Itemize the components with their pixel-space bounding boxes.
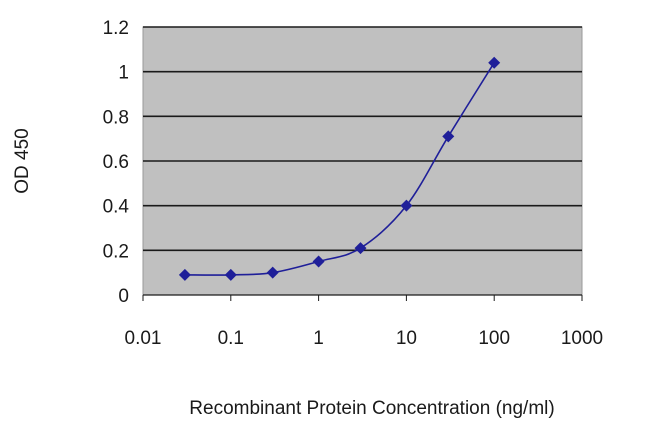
y-tick-label: 0.6 bbox=[103, 152, 129, 173]
data-point-marker bbox=[442, 130, 455, 143]
series-markers bbox=[178, 56, 501, 281]
x-tick-label: 1 bbox=[313, 328, 324, 349]
x-axis-ticks: 0.01 0.1 1 10 100 1000 bbox=[125, 295, 603, 349]
y-tick-label: 1.2 bbox=[103, 18, 129, 39]
x-tick-label: 0.1 bbox=[218, 328, 244, 349]
data-point-marker bbox=[488, 56, 501, 69]
y-tick-label: 1 bbox=[118, 63, 129, 84]
y-tick-label: 0.2 bbox=[103, 241, 129, 262]
data-point-marker bbox=[354, 242, 367, 255]
data-point-marker bbox=[312, 255, 325, 268]
x-axis-title: Recombinant Protein Concentration (ng/ml… bbox=[189, 398, 554, 419]
y-tick-label: 0 bbox=[118, 286, 129, 307]
x-tick-label: 0.01 bbox=[125, 328, 162, 349]
x-tick-label: 1000 bbox=[561, 328, 603, 349]
x-tick-label: 10 bbox=[396, 328, 417, 349]
data-point-marker bbox=[224, 268, 237, 281]
x-tick-label: 100 bbox=[478, 328, 510, 349]
data-point-marker bbox=[266, 266, 279, 279]
y-axis-title: OD 450 bbox=[12, 128, 33, 193]
data-point-marker bbox=[400, 199, 413, 212]
data-point-marker bbox=[178, 268, 191, 281]
y-tick-label: 0.4 bbox=[103, 197, 130, 218]
y-tick-label: 0.8 bbox=[103, 107, 129, 128]
y-axis-ticks: 0 0.2 0.4 0.6 0.8 1 1.2 bbox=[103, 18, 130, 307]
grid-lines bbox=[143, 26, 582, 296]
